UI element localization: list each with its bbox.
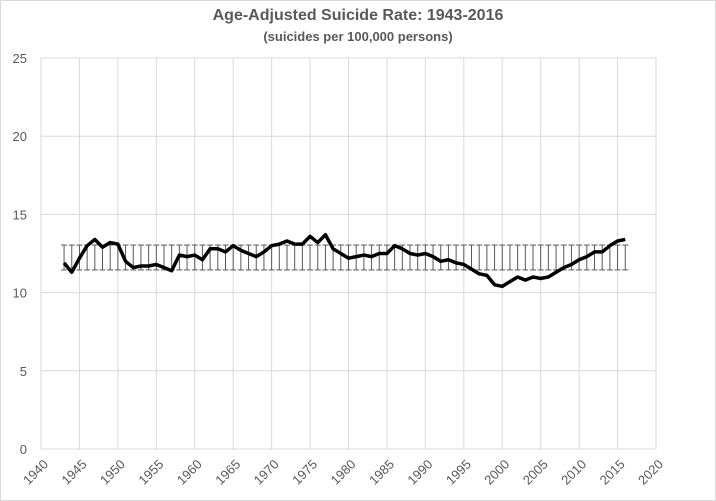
suicide-rate-line [62, 232, 626, 289]
x-tick-label: 1975 [289, 457, 320, 488]
x-tick-label: 1960 [174, 457, 205, 488]
x-tick-label: 1985 [366, 457, 397, 488]
x-tick-label: 1970 [251, 457, 282, 488]
x-tick-label: 2010 [558, 457, 589, 488]
x-tick-label: 2020 [635, 457, 666, 488]
chart-title: Age-Adjusted Suicide Rate: 1943-2016 [212, 7, 504, 24]
x-tick-label: 1950 [97, 457, 128, 488]
y-tick-label: 10 [13, 286, 27, 301]
chart-subtitle: (suicides per 100,000 persons) [263, 29, 453, 44]
y-tick-label: 15 [13, 207, 27, 222]
x-tick-label: 1955 [135, 457, 166, 488]
y-tick-label: 0 [20, 442, 27, 457]
y-tick-label: 5 [20, 364, 27, 379]
y-tick-label: 20 [13, 129, 27, 144]
x-tick-label: 1945 [59, 457, 90, 488]
x-tick-label: 2005 [520, 457, 551, 488]
x-tick-label: 2000 [481, 457, 512, 488]
x-tick-label: 1980 [328, 457, 359, 488]
x-tick-label: 2015 [597, 457, 628, 488]
x-tick-label: 1990 [404, 457, 435, 488]
x-tick-label: 1940 [20, 457, 51, 488]
x-tick-label: 1995 [443, 457, 474, 488]
x-tick-label: 1965 [212, 457, 243, 488]
y-tick-label: 25 [13, 51, 27, 66]
